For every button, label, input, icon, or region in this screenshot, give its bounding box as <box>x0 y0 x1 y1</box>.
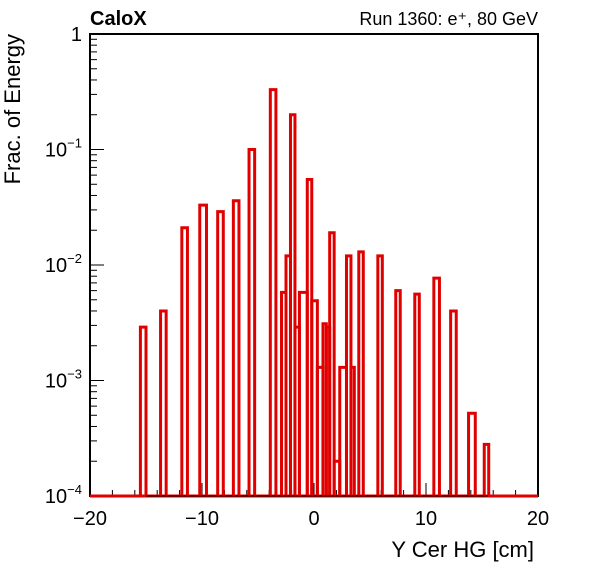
histogram-bin <box>376 254 384 496</box>
histogram-bin <box>467 411 477 496</box>
x-tick-label: −20 <box>73 508 107 530</box>
x-tick-label: 0 <box>308 508 319 530</box>
y-axis: 1 10−1 10−2 10−3 10−4 <box>45 24 104 508</box>
histogram <box>90 88 538 498</box>
histogram-bin <box>413 292 421 496</box>
x-tick-label: 20 <box>527 508 549 530</box>
y-axis-label: Frac. of Energy <box>0 34 25 184</box>
y-tick-label: 1 <box>71 24 82 46</box>
histogram-bin <box>482 442 491 496</box>
histogram-bin <box>198 203 208 496</box>
histogram-bin <box>349 365 356 496</box>
chart-title-left: CaloX <box>90 8 147 30</box>
histogram-bin <box>216 210 225 496</box>
chart-title-right: Run 1360: e⁺, 80 GeV <box>359 9 538 29</box>
histogram-bin <box>159 309 168 496</box>
plot-frame <box>89 33 539 497</box>
histogram-bin <box>231 199 241 496</box>
x-axis-label: Y Cer HG [cm] <box>391 537 534 562</box>
histogram-bin <box>328 231 336 496</box>
y-tick-label: 10−2 <box>45 251 82 277</box>
histogram-bin <box>394 289 402 496</box>
histogram-bin <box>180 226 189 496</box>
y-tick-label: 10−3 <box>45 367 82 393</box>
histogram-bin <box>247 148 257 496</box>
histogram-bin <box>288 113 297 496</box>
histogram-bin <box>449 309 458 496</box>
histogram-bin <box>268 88 278 496</box>
histogram-bin <box>432 276 441 496</box>
x-tick-label: 10 <box>415 508 437 530</box>
x-tick-label: −10 <box>185 508 219 530</box>
y-tick-label: 10−4 <box>45 482 82 508</box>
histogram-bin <box>357 250 365 496</box>
y-tick-label: 10−1 <box>45 136 82 162</box>
x-axis: −20 −10 0 10 20 <box>73 483 549 530</box>
histogram-bin <box>138 325 148 496</box>
